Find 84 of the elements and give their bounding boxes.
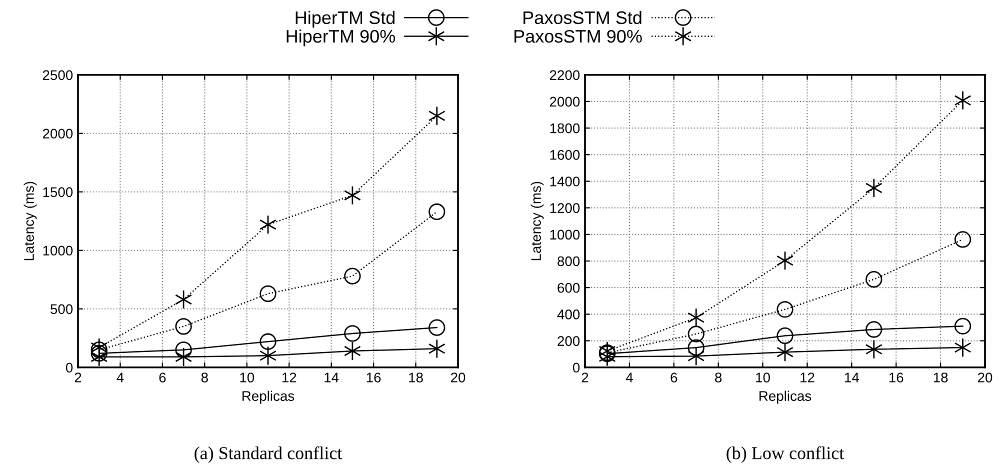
y-tick-label: 1500 [43,187,73,198]
x-tick-label: 10 [756,372,770,382]
x-axis-title: Replicas [242,390,294,404]
point [776,301,794,318]
point [776,342,794,362]
x-tick-label: 14 [845,372,859,382]
legend-label: HiperTM 90% [286,29,396,46]
point [428,203,446,220]
point [688,326,704,342]
y-tick-label: 1800 [550,123,580,134]
point [598,341,616,361]
point [260,285,276,302]
y-tick-label: 1400 [550,176,580,186]
x-tick-label: 18 [409,372,423,382]
y-tick-label: 500 [50,304,73,314]
x-tick-label: 16 [366,372,381,382]
point [776,327,794,344]
point [344,325,361,342]
x-tick-label: 20 [978,372,992,382]
legend-label: PaxosSTM 90% [514,30,642,43]
point [175,318,192,335]
x-tick-label: 12 [282,372,296,382]
x-tick-label: 2 [74,372,82,382]
x-tick-label: 8 [201,372,208,382]
legend-label: HiperTM Std [296,10,395,28]
y-tick-label: 2000 [42,128,73,139]
y-tick-label: 400 [557,310,580,320]
y-tick-label: 0 [66,362,73,373]
y-tick-label: 2500 [42,70,73,80]
legend-label: PaxosSTM Std [524,10,642,24]
point [175,341,192,358]
point [776,250,794,270]
point [175,290,192,310]
y-tick-label: 1600 [550,150,580,160]
y-tick-label: 600 [558,282,580,293]
point [954,231,972,248]
x-tick-label: 20 [450,372,466,382]
x-tick-label: 2 [582,372,588,382]
point [688,346,705,366]
point [259,346,277,366]
x-tick-label: 14 [324,372,339,382]
x-tick-label: 12 [800,372,814,382]
point [344,341,361,361]
y-tick-label: 2200 [550,70,580,80]
point [865,178,882,198]
x-axis-title: Replicas [760,390,812,404]
point [865,340,882,360]
x-tick-label: 6 [670,372,678,382]
point [954,338,972,358]
y-tick-label: 1000 [43,246,73,256]
y-axis-title: Latency (ms) [24,182,37,260]
y-tick-label: 200 [558,336,580,346]
point [344,268,361,284]
point [90,338,108,358]
y-tick-label: 1000 [550,230,580,240]
y-axis-title: Latency (ms) [530,182,544,260]
y-tick-label: 0 [572,362,580,373]
point [688,339,704,356]
point [428,319,446,336]
text: (b) Low conflict [726,446,844,463]
text: (a) Standard conflict [194,446,342,463]
point [90,341,108,358]
point [175,347,192,367]
point [954,318,972,334]
x-tick-label: 4 [626,372,633,382]
x-tick-label: 10 [240,372,254,382]
point [866,321,882,338]
point [428,338,446,358]
point [259,214,277,234]
x-tick-label: 6 [159,372,166,382]
point [688,308,705,328]
point [260,333,276,350]
x-tick-label: 8 [715,372,722,382]
y-tick-label: 2000 [550,96,580,107]
point [90,345,108,362]
point [866,271,882,288]
x-tick-label: 4 [116,372,124,382]
point [428,106,446,126]
point [954,90,972,110]
x-tick-label: 18 [934,372,948,382]
y-tick-label: 800 [558,256,580,266]
y-tick-label: 1200 [550,203,580,214]
point [344,186,361,206]
x-tick-label: 16 [889,372,904,382]
